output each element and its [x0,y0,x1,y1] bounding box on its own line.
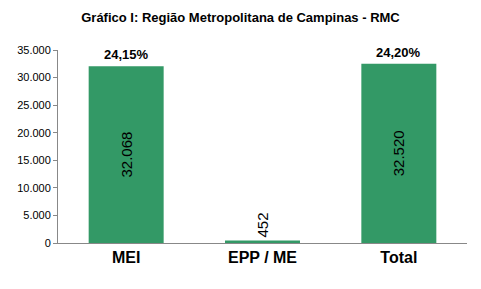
svg-text:32.068: 32.068 [118,132,135,178]
svg-text:35.000: 35.000 [17,44,51,56]
svg-text:10.000: 10.000 [17,182,51,194]
svg-text:32.520: 32.520 [390,130,407,176]
svg-text:20.000: 20.000 [17,127,51,139]
svg-text:MEI: MEI [112,249,140,266]
svg-text:30.000: 30.000 [17,71,51,83]
svg-text:5.000: 5.000 [23,209,51,221]
svg-text:25.000: 25.000 [17,99,51,111]
svg-text:0: 0 [45,237,51,249]
svg-text:24,15%: 24,15% [104,47,149,62]
svg-text:Total: Total [380,249,417,266]
svg-text:EPP / ME: EPP / ME [228,249,297,266]
svg-text:15.000: 15.000 [17,154,51,166]
svg-text:Gráfico I: Região Metropolitan: Gráfico I: Região Metropolitana de Campi… [81,10,400,25]
svg-text:452: 452 [254,212,271,237]
svg-text:24,20%: 24,20% [376,45,421,60]
